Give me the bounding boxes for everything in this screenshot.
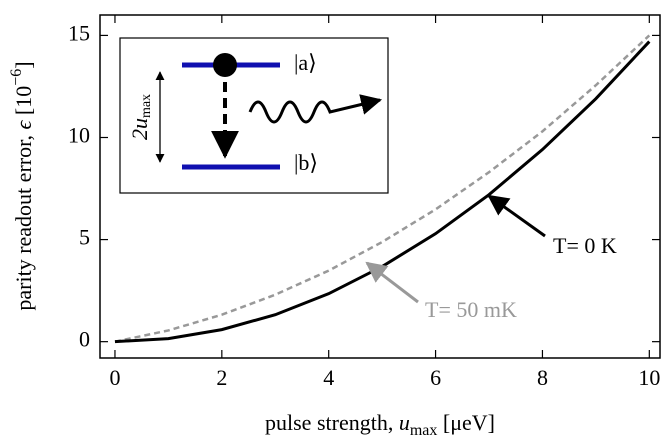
y-tick-label: 0 [79,327,90,352]
y-tick-label: 10 [68,123,90,148]
upper-state-label: |a⟩ [294,50,317,75]
annotation-arrow [487,194,546,238]
gap-label: 2umax [127,94,154,140]
plot-frame [99,14,661,359]
x-tick-label: 0 [109,365,120,390]
series-annotation: T= 50 mK [425,297,517,322]
photon [248,94,383,124]
y-tick-label: 15 [68,20,90,45]
series-line [114,34,651,343]
x-tick-label: 10 [638,365,660,390]
particle [213,53,237,77]
ticks: 0 2 4 6 8 10 0 5 10 15 [68,15,660,390]
y-tick-label: 5 [79,225,90,250]
x-axis-label: pulse strength, umax [μeV] [265,410,495,439]
x-tick-label: 2 [216,365,227,390]
x-tick-label: 6 [430,365,441,390]
inset: |a⟩ |b⟩ 2umax [119,37,389,194]
y-axis-label: parity readout error, ϵ [10−6] [8,61,36,310]
lower-state-label: |b⟩ [294,150,318,175]
x-tick-label: 8 [537,365,548,390]
annotation-arrow [365,261,419,304]
x-tick-label: 4 [323,365,334,390]
series-annotation: T= 0 K [553,233,617,258]
